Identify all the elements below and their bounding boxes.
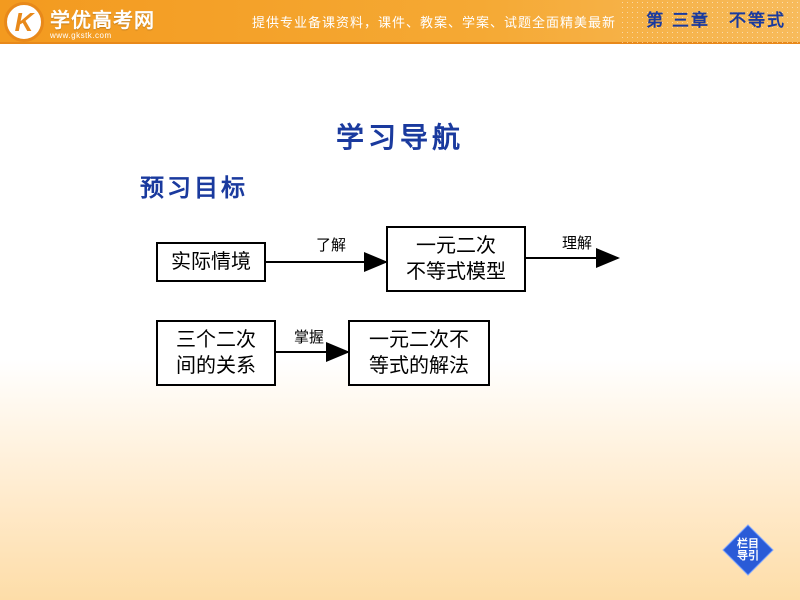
flowchart-node-n1: 实际情境 [156,242,266,282]
flowchart-node-text: 实际情境 [171,249,251,275]
flowchart-node-text: 间的关系 [176,353,256,379]
flowchart-node-n2: 一元二次不等式模型 [386,226,526,292]
flowchart-node-text: 一元二次 [416,233,496,259]
nav-label-line2: 导引 [737,550,759,562]
flowchart-edge-label: 理解 [562,232,592,253]
flowchart-edge-label: 了解 [316,234,346,255]
flowchart-node-text: 三个二次 [176,327,256,353]
nav-button[interactable]: 栏目 导引 [722,524,774,576]
flowchart-node-text: 不等式模型 [406,259,506,285]
flowchart-node-text: 等式的解法 [369,353,469,379]
nav-label-line1: 栏目 [737,538,759,550]
flowchart-node-n4: 一元二次不等式的解法 [348,320,490,386]
flowchart-arrows [0,0,800,600]
flowchart-node-text: 一元二次不 [369,327,469,353]
flowchart-node-n3: 三个二次间的关系 [156,320,276,386]
flowchart-edge-label: 掌握 [294,326,324,347]
flowchart: 实际情境 一元二次不等式模型三个二次间的关系 一元二次不等式的解法 了解 理解掌握 [0,0,800,600]
nav-label: 栏目 导引 [722,524,774,576]
